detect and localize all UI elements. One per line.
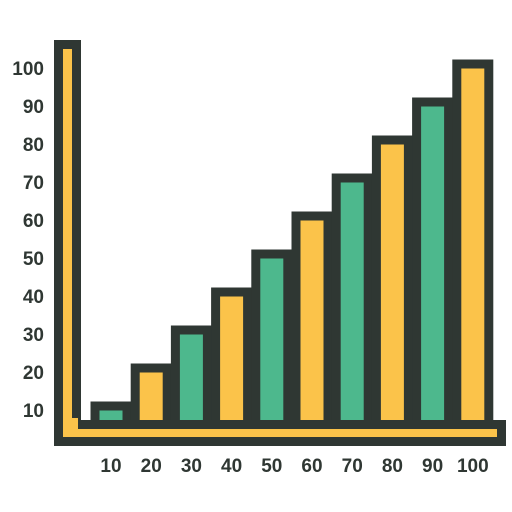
- y-tick-label-90: 90: [23, 97, 44, 118]
- bar-80: [371, 135, 413, 433]
- bar-30: [170, 325, 212, 433]
- bar-100: [452, 59, 494, 433]
- y-tick-label-50: 50: [23, 249, 44, 270]
- bar-40: [211, 287, 253, 433]
- y-tick-label-100: 100: [12, 59, 44, 80]
- x-tick-labels: 10 20 30 40 50 60 70 80 90 100: [100, 456, 488, 477]
- x-tick-label-100: 100: [457, 456, 489, 477]
- x-tick-label-30: 30: [181, 456, 202, 477]
- x-tick-label-50: 50: [261, 456, 282, 477]
- y-tick-label-60: 60: [23, 211, 44, 232]
- bar-50: [251, 249, 293, 433]
- x-tick-label-10: 10: [100, 456, 121, 477]
- y-tick-label-30: 30: [23, 325, 44, 346]
- x-tick-label-60: 60: [301, 456, 322, 477]
- axes-group: [54, 40, 506, 446]
- x-tick-label-70: 70: [342, 456, 363, 477]
- x-axis-bar: [54, 420, 506, 446]
- x-tick-label-40: 40: [221, 456, 242, 477]
- x-tick-label-80: 80: [382, 456, 403, 477]
- bar-70: [331, 173, 373, 433]
- bar-60: [291, 211, 333, 433]
- bar-20: [130, 363, 172, 433]
- x-tick-label-90: 90: [422, 456, 443, 477]
- bar-90: [412, 97, 454, 433]
- y-tick-label-40: 40: [23, 287, 44, 308]
- y-tick-label-80: 80: [23, 135, 44, 156]
- y-tick-labels: 10 20 30 40 50 60 70 80 90 100: [12, 59, 44, 422]
- axis-corner: [63, 418, 78, 436]
- y-tick-label-10: 10: [23, 401, 44, 422]
- bars-group: [90, 59, 494, 433]
- x-tick-label-20: 20: [141, 456, 162, 477]
- y-tick-label-20: 20: [23, 363, 44, 384]
- y-axis-bar: [54, 40, 81, 444]
- y-tick-label-70: 70: [23, 173, 44, 194]
